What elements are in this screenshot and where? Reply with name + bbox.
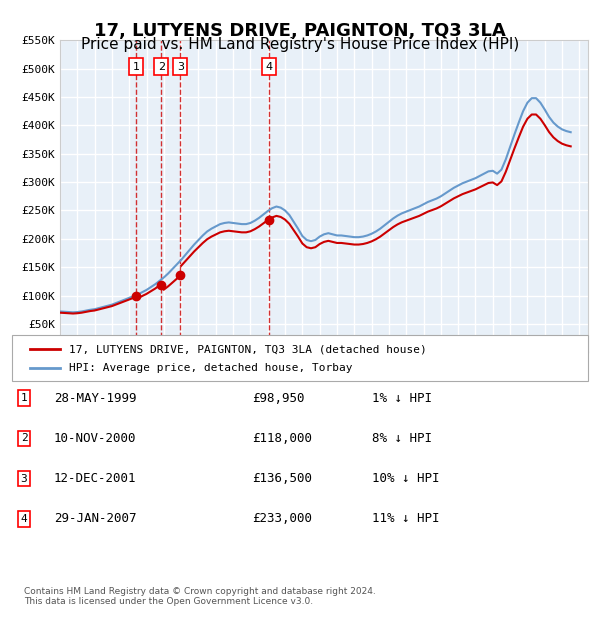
Text: 4: 4 (266, 62, 272, 72)
Text: £233,000: £233,000 (252, 513, 312, 525)
Text: £98,950: £98,950 (252, 392, 305, 404)
Text: 1: 1 (133, 62, 140, 72)
Text: 1% ↓ HPI: 1% ↓ HPI (372, 392, 432, 404)
Text: 28-MAY-1999: 28-MAY-1999 (54, 392, 137, 404)
Text: Contains HM Land Registry data © Crown copyright and database right 2024.
This d: Contains HM Land Registry data © Crown c… (24, 587, 376, 606)
Text: 17, LUTYENS DRIVE, PAIGNTON, TQ3 3LA (detached house): 17, LUTYENS DRIVE, PAIGNTON, TQ3 3LA (de… (69, 344, 427, 354)
Text: 2: 2 (158, 62, 165, 72)
Text: 3: 3 (177, 62, 184, 72)
Text: HPI: Average price, detached house, Torbay: HPI: Average price, detached house, Torb… (69, 363, 353, 373)
Text: Price paid vs. HM Land Registry's House Price Index (HPI): Price paid vs. HM Land Registry's House … (81, 37, 519, 52)
Text: £136,500: £136,500 (252, 472, 312, 485)
Text: 10% ↓ HPI: 10% ↓ HPI (372, 472, 439, 485)
Text: £118,000: £118,000 (252, 432, 312, 445)
Text: 1: 1 (20, 393, 28, 403)
Text: 4: 4 (20, 514, 28, 524)
Text: 11% ↓ HPI: 11% ↓ HPI (372, 513, 439, 525)
Text: 3: 3 (20, 474, 28, 484)
Text: 12-DEC-2001: 12-DEC-2001 (54, 472, 137, 485)
Text: 10-NOV-2000: 10-NOV-2000 (54, 432, 137, 445)
Text: 2: 2 (20, 433, 28, 443)
Text: 29-JAN-2007: 29-JAN-2007 (54, 513, 137, 525)
Text: 8% ↓ HPI: 8% ↓ HPI (372, 432, 432, 445)
Text: 17, LUTYENS DRIVE, PAIGNTON, TQ3 3LA: 17, LUTYENS DRIVE, PAIGNTON, TQ3 3LA (94, 22, 506, 40)
